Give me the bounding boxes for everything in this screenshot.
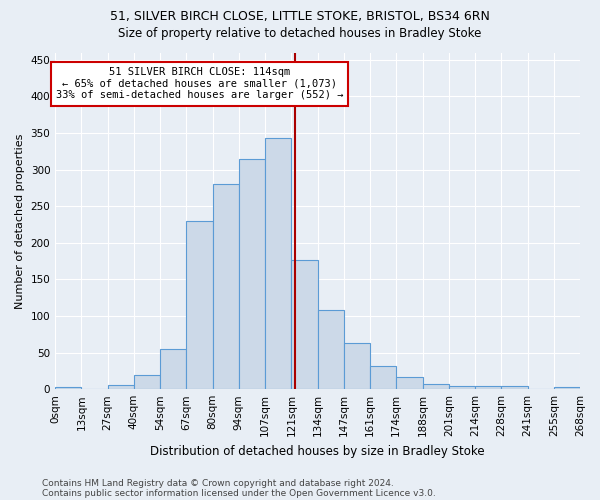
Text: 51, SILVER BIRCH CLOSE, LITTLE STOKE, BRISTOL, BS34 6RN: 51, SILVER BIRCH CLOSE, LITTLE STOKE, BR… — [110, 10, 490, 23]
Bar — [501, 386, 527, 389]
Text: Contains HM Land Registry data © Crown copyright and database right 2024.: Contains HM Land Registry data © Crown c… — [42, 478, 394, 488]
Bar — [239, 158, 265, 389]
Bar — [397, 376, 422, 389]
Y-axis label: Number of detached properties: Number of detached properties — [15, 133, 25, 308]
Bar — [265, 138, 292, 389]
Bar — [475, 386, 501, 389]
Bar — [212, 184, 239, 389]
Bar — [55, 387, 82, 389]
Bar — [554, 387, 580, 389]
Bar — [160, 349, 187, 389]
Text: Size of property relative to detached houses in Bradley Stoke: Size of property relative to detached ho… — [118, 28, 482, 40]
Bar — [134, 374, 160, 389]
Bar — [292, 260, 317, 389]
X-axis label: Distribution of detached houses by size in Bradley Stoke: Distribution of detached houses by size … — [150, 444, 485, 458]
Bar — [344, 343, 370, 389]
Text: 51 SILVER BIRCH CLOSE: 114sqm
← 65% of detached houses are smaller (1,073)
33% o: 51 SILVER BIRCH CLOSE: 114sqm ← 65% of d… — [56, 67, 343, 100]
Bar — [317, 310, 344, 389]
Text: Contains public sector information licensed under the Open Government Licence v3: Contains public sector information licen… — [42, 488, 436, 498]
Bar — [187, 221, 212, 389]
Bar — [422, 384, 449, 389]
Bar — [107, 385, 134, 389]
Bar — [370, 366, 397, 389]
Bar — [449, 386, 475, 389]
